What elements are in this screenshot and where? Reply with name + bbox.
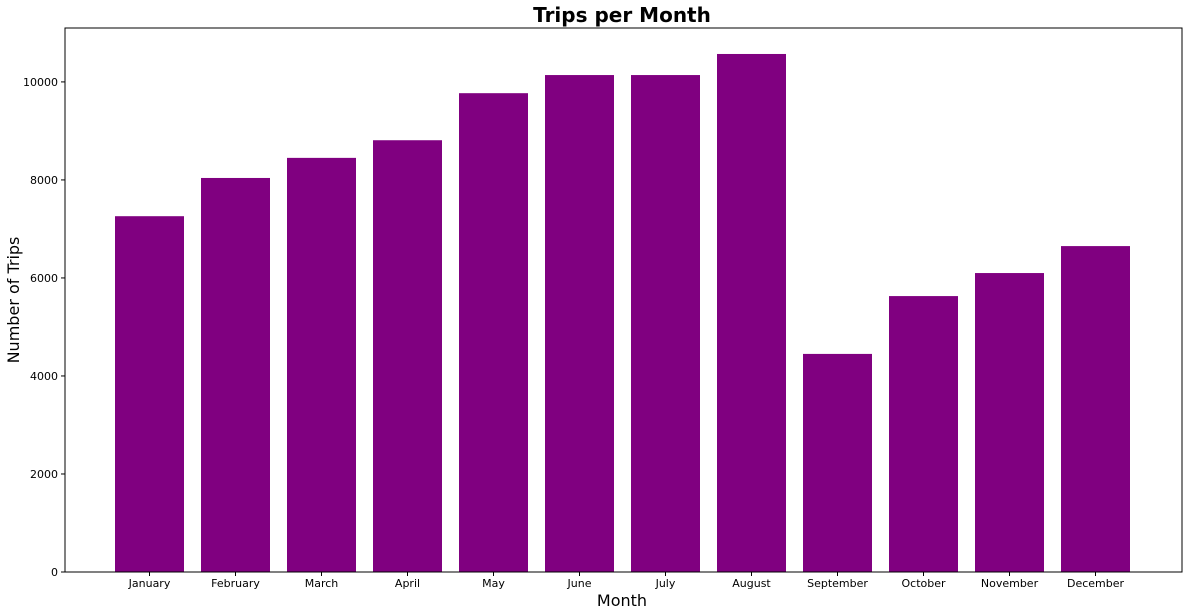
bars-group (115, 53, 1130, 573)
y-axis: 0 2000 4000 6000 8000 10000 (23, 76, 65, 579)
x-tick-label-april: April (395, 577, 420, 590)
bar-december (1061, 246, 1130, 572)
x-tick-label-february: February (211, 577, 260, 590)
bar-september (803, 353, 872, 572)
x-axis-label: Month (597, 591, 647, 610)
bar-october (889, 296, 958, 572)
bar-june (545, 75, 614, 572)
bar-november (975, 273, 1044, 572)
x-tick-label-march: March (305, 577, 339, 590)
x-tick-label-june: June (567, 577, 592, 590)
x-axis: January February March April May June July Augu… (128, 572, 1125, 590)
y-tick-label: 4000 (30, 370, 58, 383)
y-tick-label: 10000 (23, 76, 58, 89)
bar-march (287, 157, 356, 572)
x-tick-label-october: October (901, 577, 945, 590)
x-tick-label-september: September (807, 577, 868, 590)
bar-july (631, 75, 700, 572)
bar-august (717, 53, 786, 572)
y-tick-label: 0 (51, 566, 58, 579)
plot-frame (64, 27, 1183, 573)
x-tick-label-may: May (482, 577, 505, 590)
y-tick-label: 8000 (30, 174, 58, 187)
x-tick-label-december: December (1067, 577, 1125, 590)
x-tick-label-august: August (732, 577, 771, 590)
chart-title: Trips per Month (533, 3, 711, 27)
y-axis-label: Number of Trips (4, 237, 23, 364)
bar-january (115, 216, 184, 573)
y-tick-label: 2000 (30, 468, 58, 481)
y-tick-label: 6000 (30, 272, 58, 285)
bar-april (373, 140, 442, 572)
bar-february (201, 177, 270, 572)
x-tick-label-january: January (128, 577, 171, 590)
x-tick-label-november: November (981, 577, 1039, 590)
bar-may (459, 93, 528, 573)
x-tick-label-july: July (655, 577, 676, 590)
